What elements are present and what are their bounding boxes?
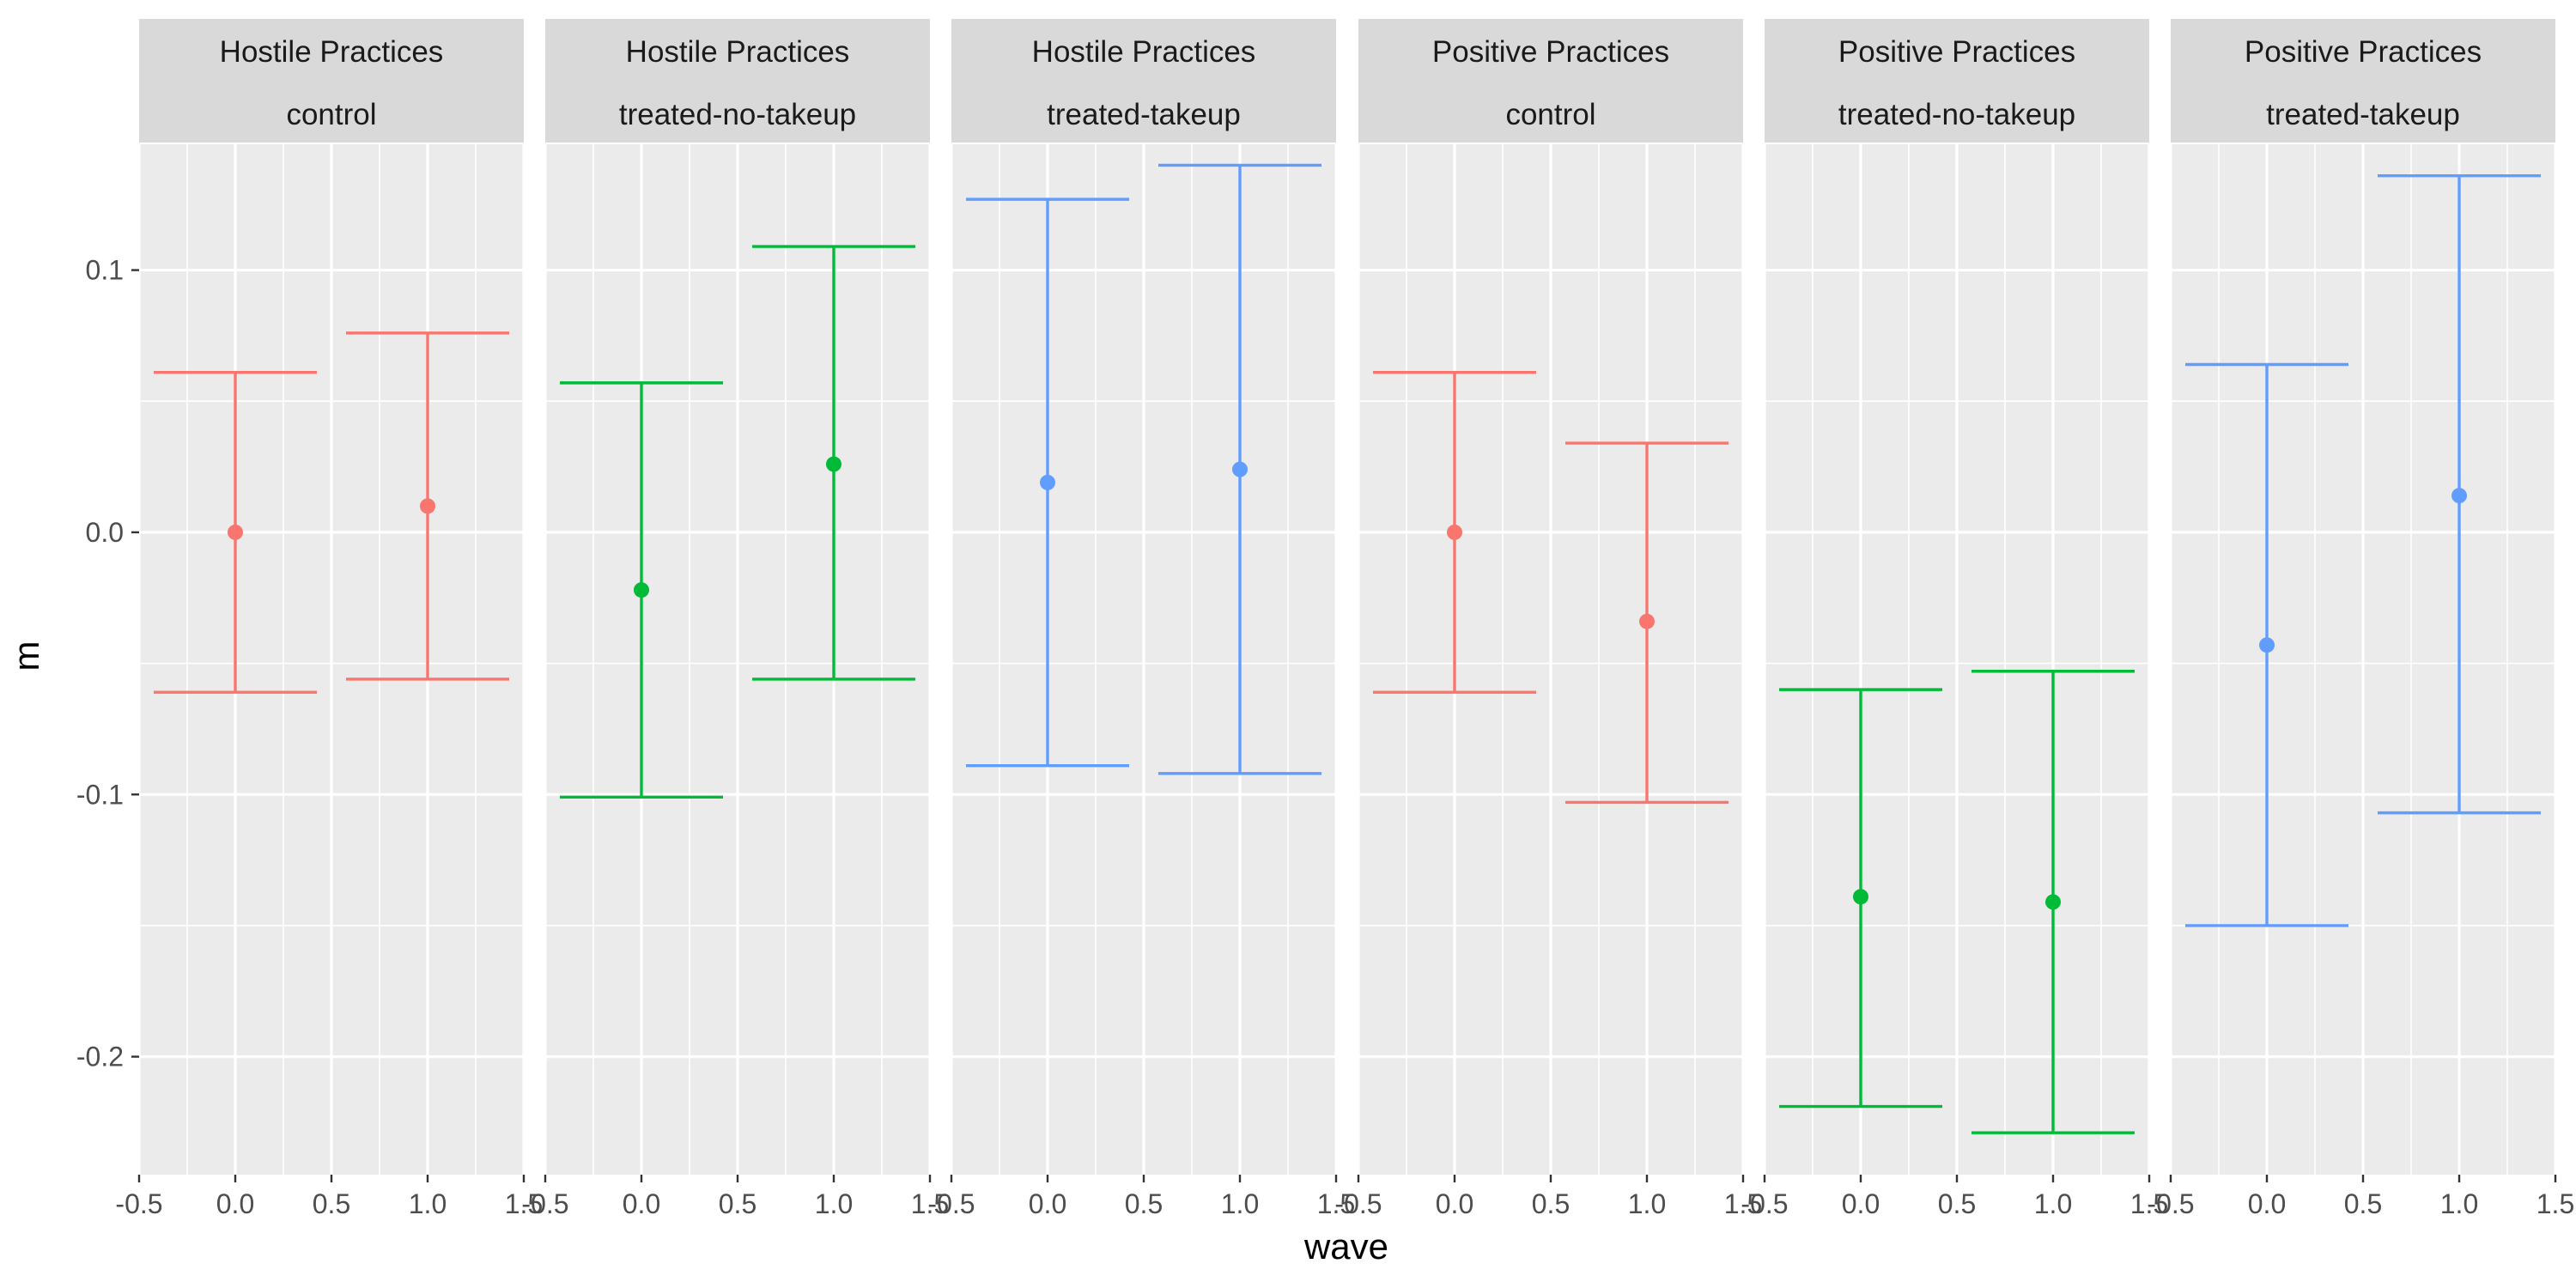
x-tick-label: 0.5 bbox=[1125, 1188, 1163, 1219]
x-tick-label: -0.5 bbox=[1334, 1188, 1382, 1219]
facet-strip bbox=[545, 19, 930, 143]
errorbar bbox=[1779, 688, 1942, 1109]
errorbar bbox=[966, 197, 1129, 768]
x-tick-label: 0.5 bbox=[2344, 1188, 2382, 1219]
errorbar bbox=[1971, 670, 2135, 1134]
x-tick-label: 1.0 bbox=[1628, 1188, 1666, 1219]
data-point bbox=[228, 524, 243, 540]
x-tick-label: 0.0 bbox=[1029, 1188, 1066, 1219]
y-tick-label: -0.1 bbox=[76, 779, 124, 810]
x-tick-label: 1.0 bbox=[409, 1188, 447, 1219]
facet-strip-label: Hostile Practices bbox=[626, 35, 850, 69]
facet-strip bbox=[2171, 19, 2555, 143]
x-tick-label: -0.5 bbox=[2147, 1188, 2194, 1219]
data-point bbox=[420, 498, 435, 514]
errorbar bbox=[2185, 362, 2348, 927]
x-tick-label: -0.5 bbox=[115, 1188, 162, 1219]
x-tick-label: 1.5 bbox=[1317, 1188, 1355, 1219]
facet-panel: Hostile Practices treated-takeup -0.5 0.0 0.… bbox=[927, 19, 1355, 1219]
x-tick-label: 0.0 bbox=[623, 1188, 660, 1219]
y-tick-label: 0.0 bbox=[86, 517, 124, 548]
data-point bbox=[634, 582, 649, 598]
x-tick-label: -0.5 bbox=[927, 1188, 975, 1219]
facet-strip-label: Positive Practices bbox=[1838, 35, 2075, 69]
facet-strip-label: Hostile Practices bbox=[220, 35, 444, 69]
errorbar bbox=[1565, 441, 1728, 805]
errorbar bbox=[154, 370, 317, 694]
facet-strip bbox=[951, 19, 1336, 143]
x-tick-label: 0.5 bbox=[313, 1188, 350, 1219]
panels-layer: Hostile Practices control -0.5 0.0 0.5 1.0 1.5… bbox=[115, 19, 2574, 1219]
data-point bbox=[1853, 889, 1868, 905]
facet-strip bbox=[1358, 19, 1743, 143]
x-tick-label: 1.0 bbox=[2440, 1188, 2478, 1219]
facet-strip-label: control bbox=[1505, 98, 1595, 131]
facet-strip-label: treated-no-takeup bbox=[1838, 98, 2075, 131]
data-point bbox=[1639, 613, 1655, 629]
data-point bbox=[2259, 637, 2275, 653]
x-tick-label: 1.0 bbox=[2034, 1188, 2072, 1219]
facet-strip bbox=[139, 19, 524, 143]
facet-panel: Positive Practices control -0.5 0.0 0.5 1.0 1.… bbox=[1334, 19, 1762, 1219]
data-point bbox=[1040, 474, 1055, 490]
x-tick-label: 1.5 bbox=[2130, 1188, 2168, 1219]
x-tick-label: 1.0 bbox=[1221, 1188, 1259, 1219]
data-point bbox=[1232, 461, 1248, 477]
facet-panel: Hostile Practices control -0.5 0.0 0.5 1.0 1.5 bbox=[115, 19, 543, 1219]
data-point bbox=[1447, 524, 1462, 540]
x-tick-label: 0.0 bbox=[2248, 1188, 2286, 1219]
x-tick-label: -0.5 bbox=[521, 1188, 568, 1219]
x-tick-label: 0.0 bbox=[1842, 1188, 1880, 1219]
x-tick-label: 0.0 bbox=[1436, 1188, 1473, 1219]
x-tick-label: 1.5 bbox=[505, 1188, 543, 1219]
y-tick-label: -0.2 bbox=[76, 1042, 124, 1072]
errorbar bbox=[346, 331, 509, 681]
facet-strip-label: control bbox=[286, 98, 376, 131]
errorbar bbox=[1373, 370, 1536, 694]
x-tick-label: 1.0 bbox=[815, 1188, 853, 1219]
x-tick-label: 1.5 bbox=[1724, 1188, 1762, 1219]
x-tick-label: 0.5 bbox=[1938, 1188, 1976, 1219]
facet-panel: Positive Practices treated-no-takeup -0.5 0… bbox=[1741, 19, 2168, 1219]
errorbar bbox=[560, 381, 723, 799]
errorbar bbox=[1158, 163, 1321, 775]
facet-strip-label: treated-takeup bbox=[1047, 98, 1241, 131]
facet-strip-label: treated-no-takeup bbox=[619, 98, 856, 131]
facet-panel: Positive Practices treated-takeup -0.5 0.0 0… bbox=[2147, 19, 2574, 1219]
facet-strip bbox=[1765, 19, 2149, 143]
y-tick-label: 0.1 bbox=[86, 255, 124, 286]
data-point bbox=[826, 456, 841, 472]
y-axis: 0.1 0.0 -0.1 -0.2 bbox=[76, 255, 139, 1072]
data-point bbox=[2045, 894, 2061, 910]
x-tick-label: 0.0 bbox=[216, 1188, 254, 1219]
x-tick-label: 0.5 bbox=[719, 1188, 756, 1219]
x-tick-label: 1.5 bbox=[2537, 1188, 2574, 1219]
x-tick-label: 0.5 bbox=[1532, 1188, 1570, 1219]
facet-strip-label: Positive Practices bbox=[2245, 35, 2482, 69]
facet-panel: Hostile Practices treated-no-takeup -0.5 0.… bbox=[521, 19, 949, 1219]
facet-strip-label: treated-takeup bbox=[2266, 98, 2460, 131]
facet-strip-label: Hostile Practices bbox=[1032, 35, 1256, 69]
x-tick-label: -0.5 bbox=[1741, 1188, 1788, 1219]
data-point bbox=[2451, 488, 2467, 504]
errorbar bbox=[752, 245, 915, 681]
x-tick-label: 1.5 bbox=[911, 1188, 949, 1219]
y-axis-title: m bbox=[6, 641, 46, 671]
x-axis-title: wave bbox=[1303, 1226, 1388, 1267]
errorbar bbox=[2378, 173, 2541, 815]
facet-strip-label: Positive Practices bbox=[1432, 35, 1669, 69]
